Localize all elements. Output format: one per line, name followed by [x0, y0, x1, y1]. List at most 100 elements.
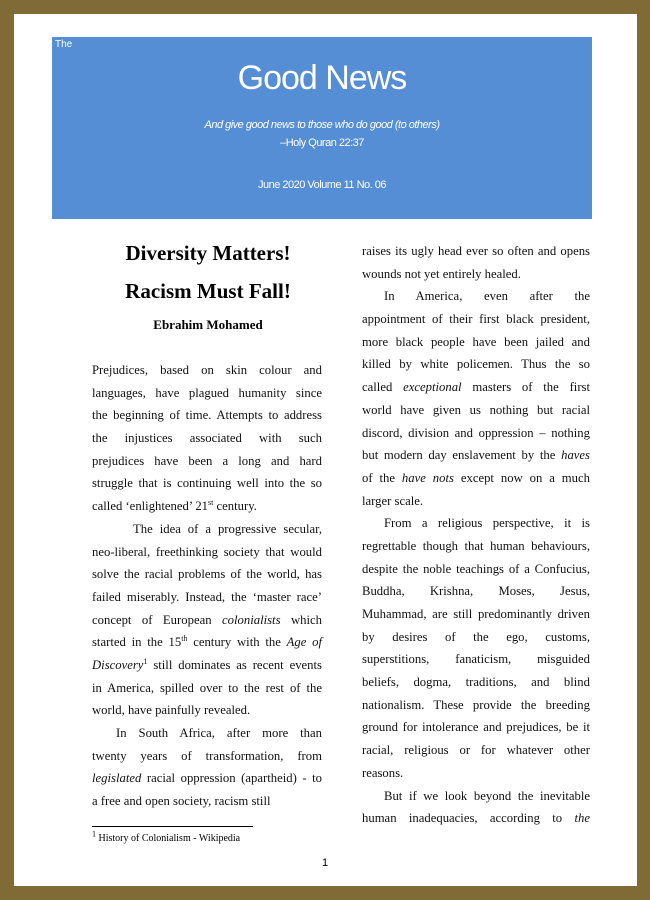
italic-text: have nots: [401, 470, 454, 485]
text: except now on a much: [453, 470, 590, 485]
text: In South Africa, after more than: [116, 726, 322, 740]
text: still dominates as recent events: [147, 657, 322, 672]
footnote: 1 History of Colonialism - Wikipedia: [92, 829, 240, 844]
text: despite the noble teachings of a Confuci…: [362, 561, 590, 576]
text-line: by desires of the ego, customs,: [362, 626, 590, 649]
text: human inadequacies, according to: [362, 811, 575, 826]
text-line: larger scale.: [362, 490, 590, 513]
text-line: despite the noble teachings of a Confuci…: [362, 558, 590, 581]
text: appointment of their first black preside…: [362, 312, 590, 327]
text: century.: [213, 499, 257, 514]
italic-text: the: [574, 811, 590, 826]
text-line: superstitions, fanaticism, misguided: [362, 648, 590, 671]
article-title-line2: Racism Must Fall!: [125, 279, 291, 303]
text-line: world have given us nothing but racial: [362, 399, 590, 422]
text-line: Prejudices, based on skin colour and: [92, 359, 322, 382]
superscript: st: [208, 497, 214, 507]
text: ground for intolerance and prejudices, b…: [362, 720, 590, 735]
text: called: [362, 380, 404, 395]
text: the beginning of time. Attempts to addre…: [92, 408, 322, 423]
italic-text: colonialists: [222, 612, 281, 627]
text-line: a free and open society, racism still: [92, 790, 322, 813]
text-line: called ‘enlightened’ 21st century.: [92, 495, 322, 518]
text: masters of the first: [461, 380, 591, 395]
text: the injustices associated with such: [92, 431, 322, 446]
text: by desires of the ego, customs,: [362, 629, 590, 644]
text-line: in America, spilled over to the rest of …: [92, 677, 322, 700]
footnote-divider: [92, 826, 253, 827]
paragraph: The idea of a progressive secular, neo-li…: [92, 518, 322, 722]
text-line: reasons.: [362, 762, 590, 785]
tagline: And give good news to those who do good …: [204, 119, 440, 131]
text: neo-liberal, freethinking society that w…: [92, 544, 322, 559]
text: world have given us nothing but racial: [362, 402, 590, 417]
text: Prejudices, based on skin colour and: [92, 363, 322, 377]
left-column: Prejudices, based on skin colour and lang…: [92, 359, 322, 813]
text: The idea of a progressive secular,: [133, 521, 322, 536]
text: superstitions, fanaticism, misguided: [362, 652, 590, 667]
text-line: legislated racial oppression (apartheid)…: [92, 767, 322, 790]
text: reasons.: [362, 765, 404, 780]
text: larger scale.: [362, 493, 424, 508]
text: Buddha, Krishna, Moses, Jesus,: [362, 584, 590, 599]
right-column: raises its ugly head ever so often and o…: [362, 240, 590, 830]
paragraph: Prejudices, based on skin colour and lang…: [92, 359, 322, 518]
text-line: Buddha, Krishna, Moses, Jesus,: [362, 580, 590, 603]
text: prejudices have been a long and hard: [92, 453, 322, 468]
text: in America, spilled over to the rest of …: [92, 680, 322, 695]
text-line: the injustices associated with such: [92, 427, 322, 450]
italic-text: exceptional: [403, 380, 462, 395]
text-line: Muhammad, are still predominantly driven: [362, 603, 590, 626]
italic-text: legislated: [92, 771, 142, 786]
text: struggle that is continuing well into th…: [92, 476, 322, 491]
text-line: more black people have been jailed and: [362, 331, 590, 354]
text-line: In America, even after the: [362, 285, 590, 308]
text: In America, even after the: [384, 289, 590, 304]
text: But if we look beyond the inevitable: [384, 788, 590, 803]
text-line: killed by white policemen. Thus the so: [362, 353, 590, 376]
text-line: raises its ugly head ever so often and o…: [362, 240, 590, 263]
masthead-prefix: The: [55, 39, 73, 50]
text-line: Discovery1 still dominates as recent eve…: [92, 654, 322, 677]
text: which: [280, 612, 322, 627]
paragraph: From a religious perspective, it is regre…: [362, 512, 590, 784]
text-line: of the have nots except now on a much: [362, 467, 590, 490]
paragraph: In America, even after the appointment of…: [362, 285, 590, 512]
text-line: But if we look beyond the inevitable: [362, 785, 590, 808]
text: wounds not yet entirely healed.: [362, 266, 521, 281]
text: but modern day enslavement by the: [362, 448, 562, 463]
text: of the: [362, 470, 402, 485]
text-line: world, have painfully revealed.: [92, 699, 322, 722]
text-line: ground for intolerance and prejudices, b…: [362, 716, 590, 739]
text-line: solve the racial problems of the world, …: [92, 563, 322, 586]
text-line: regrettable though that human behaviours…: [362, 535, 590, 558]
italic-text: Discovery: [92, 657, 144, 672]
text: racial oppression (apartheid) - to: [141, 771, 322, 786]
text: called ‘enlightened’ 21: [92, 499, 209, 514]
text: regrettable though that human behaviours…: [362, 538, 590, 553]
text: world, have painfully revealed.: [92, 703, 251, 718]
newsletter-title: Good News: [237, 59, 408, 97]
footnote-number: 1: [92, 829, 96, 839]
text-line: started in the 15th century with the Age…: [92, 631, 322, 654]
text-line: appointment of their first black preside…: [362, 308, 590, 331]
text: twenty years of transformation, from: [92, 748, 322, 763]
text: century with the: [187, 635, 287, 650]
text-line: nationalism. These provide the breeding: [362, 694, 590, 717]
text: a free and open society, racism still: [92, 794, 271, 809]
text: solve the racial problems of the world, …: [92, 567, 322, 582]
text: languages, have plagued humanity since: [92, 385, 322, 400]
masthead: The Good News And give good news to thos…: [52, 37, 592, 219]
article-author: Ebrahim Mohamed: [153, 317, 263, 332]
text-line: languages, have plagued humanity since: [92, 382, 322, 405]
tagline-citation: –Holy Quran 22:37: [280, 137, 364, 149]
text: more black people have been jailed and: [362, 334, 590, 349]
text-line: racial, religious or for whatever other: [362, 739, 590, 762]
text: started in the 15: [92, 635, 182, 650]
text-line: struggle that is continuing well into th…: [92, 472, 322, 495]
text-line: twenty years of transformation, from: [92, 745, 322, 768]
text: discord, division and oppression – nothi…: [362, 425, 590, 440]
text-line: wounds not yet entirely healed.: [362, 263, 590, 286]
text: killed by white policemen. Thus the so: [362, 357, 590, 372]
text-line: beliefs, dogma, traditions, and blind: [362, 671, 590, 694]
